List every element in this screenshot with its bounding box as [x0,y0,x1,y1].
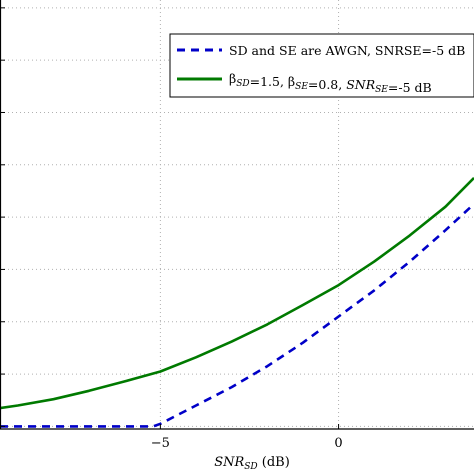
legend-box [169,33,474,98]
series-line-1 [0,176,474,410]
legend-sub-2: SE [295,82,308,92]
series-group [0,176,474,428]
x-tick-label-1: 0 [334,436,342,451]
legend-entry-1: βSD=1.5, βSE=0.8, SNRSE=-5 dB [229,71,432,95]
legend-sub-4: SE [375,85,388,95]
x-axis-label: SNRSD (dB) [214,455,290,472]
x-axis-label-sub: SD [244,462,257,472]
series-line-0 [0,203,474,428]
tick-labels: −5 0 [151,436,343,451]
x-tick-label-0: −5 [151,436,170,451]
legend-part-1: =1.5, β [250,74,296,89]
legend-part-5: =-5 dB [388,80,432,95]
legend-part-0: β [229,71,236,86]
axes [0,0,474,430]
x-axis-label-unit: (dB) [258,455,290,470]
legend-entry-0: SD and SE are AWGN, SNRSE=-5 dB [229,43,465,58]
legend: SD and SE are AWGN, SNRSE=-5 dB βSD=1.5,… [169,33,474,98]
legend-part-3: =0.8, [308,77,346,92]
x-axis-label-main: SNR [214,455,244,470]
legend-sub-0: SD [236,79,249,89]
legend-part-4: SNR [346,77,375,92]
